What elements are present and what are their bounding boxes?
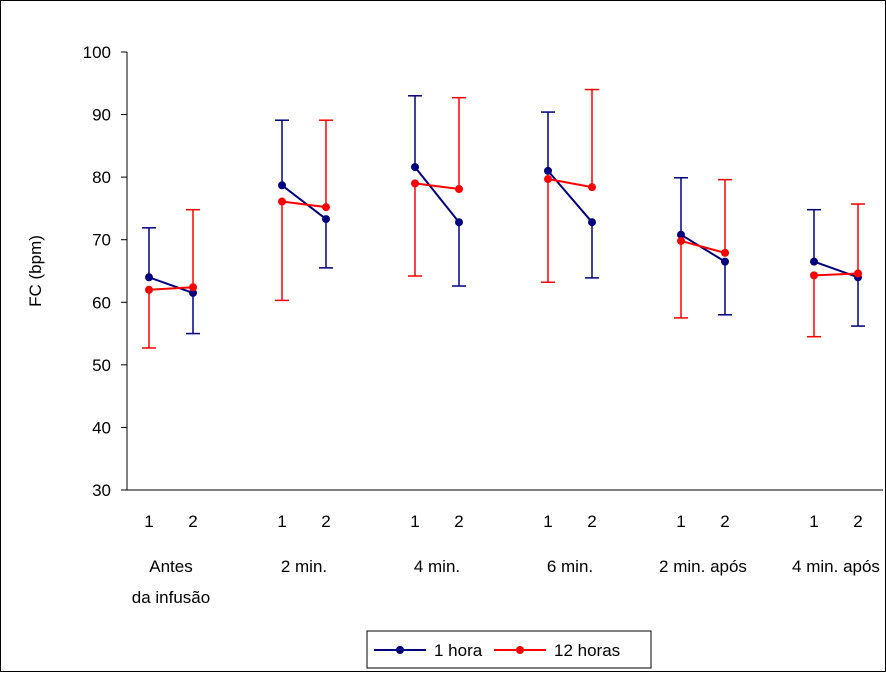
x-group-label: 4 min. após bbox=[792, 557, 880, 576]
series-line-segment bbox=[547, 178, 593, 189]
legend-swatch-marker bbox=[516, 646, 524, 654]
y-tick-label: 40 bbox=[92, 418, 111, 437]
data-point bbox=[411, 179, 419, 188]
data-point bbox=[721, 248, 729, 257]
x-tick-label: 2 bbox=[587, 512, 596, 531]
x-tick-label: 2 bbox=[720, 512, 729, 531]
data-point bbox=[810, 271, 818, 280]
x-tick-label: 1 bbox=[144, 512, 153, 531]
series-line-segment bbox=[281, 184, 327, 220]
series-line-segment bbox=[148, 276, 194, 294]
data-point bbox=[278, 181, 286, 190]
series-line-segment bbox=[680, 240, 726, 254]
series-line-segment bbox=[813, 272, 859, 277]
data-point bbox=[322, 203, 330, 212]
y-tick-label: 80 bbox=[92, 168, 111, 187]
data-point bbox=[810, 257, 818, 266]
series-line-segment bbox=[680, 233, 726, 263]
legend-entry-label: 1 hora bbox=[434, 641, 483, 660]
data-point bbox=[544, 175, 552, 184]
x-group-label: 2 min. bbox=[281, 557, 327, 576]
series-line-segment bbox=[281, 200, 327, 209]
x-group-label: 2 min. após bbox=[659, 557, 747, 576]
x-group-labels: Antes da infusão 2 min. 4 min. 6 min. 2 min. … bbox=[132, 557, 880, 607]
x-group-label: da infusão bbox=[132, 588, 210, 607]
data-point bbox=[588, 183, 596, 192]
x-tick-label: 2 bbox=[188, 512, 197, 531]
data-point bbox=[145, 285, 153, 294]
data-point bbox=[455, 218, 463, 227]
y-axis-label: FC (bpm) bbox=[26, 235, 45, 307]
series-line-segment bbox=[414, 166, 460, 223]
data-point bbox=[189, 283, 197, 292]
legend-entry-label: 12 horas bbox=[554, 641, 620, 660]
series-line-segment bbox=[547, 170, 593, 223]
data-point bbox=[721, 257, 729, 266]
data-point bbox=[278, 197, 286, 206]
x-tick-labels: 1 2 1 2 1 2 1 2 1 2 1 2 bbox=[144, 512, 862, 531]
data-point bbox=[854, 269, 862, 278]
y-tick-label: 60 bbox=[92, 293, 111, 312]
x-tick-label: 1 bbox=[277, 512, 286, 531]
legend-swatch-marker bbox=[396, 646, 404, 654]
y-tick-label: 100 bbox=[83, 43, 111, 62]
x-group-label: 6 min. bbox=[547, 557, 593, 576]
data-point bbox=[189, 288, 197, 297]
y-tick-label: 70 bbox=[92, 231, 111, 250]
data-point bbox=[411, 163, 419, 172]
series-line-segment bbox=[148, 286, 194, 291]
x-tick-label: 1 bbox=[410, 512, 419, 531]
data-point bbox=[544, 166, 552, 175]
y-tick-label: 30 bbox=[92, 481, 111, 500]
x-tick-label: 1 bbox=[543, 512, 552, 531]
legend: 1 hora 12 horas bbox=[366, 630, 652, 669]
y-tick-label: 90 bbox=[92, 106, 111, 125]
data-point bbox=[588, 218, 596, 227]
y-tick-labels: 30 40 50 60 70 80 90 100 bbox=[83, 43, 111, 500]
x-tick-label: 2 bbox=[321, 512, 330, 531]
series-red bbox=[142, 88, 865, 349]
series-layer bbox=[142, 88, 865, 349]
data-point bbox=[677, 230, 685, 239]
axes bbox=[121, 51, 883, 491]
x-tick-label: 1 bbox=[809, 512, 818, 531]
data-point bbox=[322, 215, 330, 224]
data-point bbox=[145, 273, 153, 282]
x-tick-label: 1 bbox=[676, 512, 685, 531]
series-blue bbox=[142, 95, 865, 335]
data-point bbox=[455, 185, 463, 194]
data-point bbox=[677, 236, 685, 245]
y-tick-label: 50 bbox=[92, 356, 111, 375]
x-tick-label: 2 bbox=[454, 512, 463, 531]
x-group-label: 4 min. bbox=[414, 557, 460, 576]
x-group-label: Antes bbox=[149, 557, 192, 576]
x-tick-label: 2 bbox=[853, 512, 862, 531]
series-line-segment bbox=[414, 182, 460, 191]
